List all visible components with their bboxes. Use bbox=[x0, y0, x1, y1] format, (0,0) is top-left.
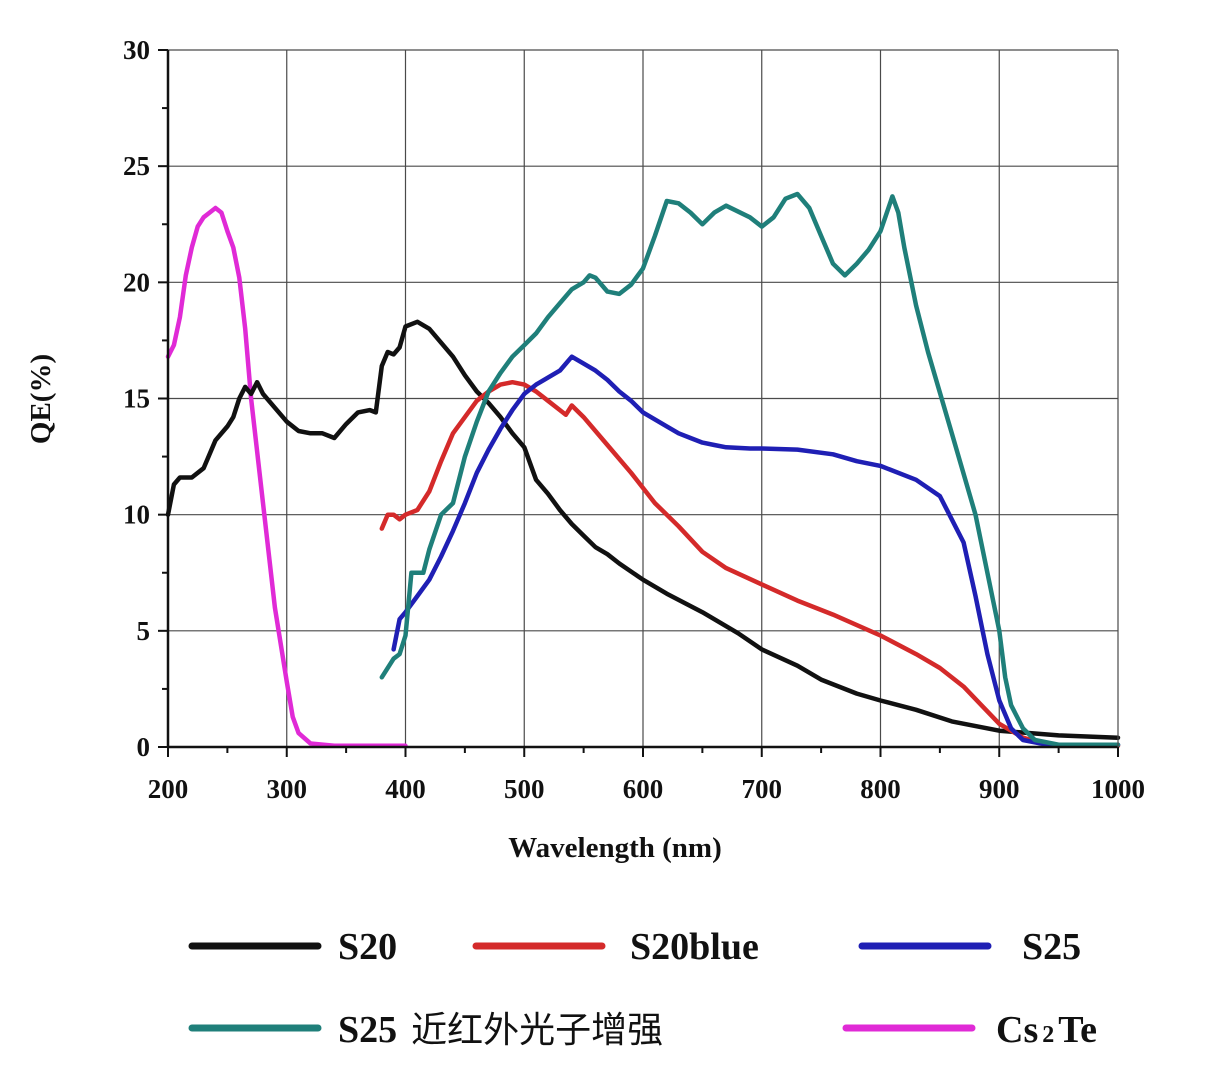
legend-label-s25-nir-main: S25 bbox=[338, 1009, 397, 1051]
x-tick-label: 800 bbox=[860, 774, 901, 804]
x-axis-title: Wavelength (nm) bbox=[508, 832, 721, 864]
y-tick-label: 5 bbox=[137, 616, 151, 646]
x-tick-label: 900 bbox=[979, 774, 1020, 804]
tick-labels: 200 300 400 500 600 700 800 900 1000 0 5 10 15 20 25 30 bbox=[123, 35, 1145, 804]
series-line-4 bbox=[165, 205, 408, 749]
legend-label-s20blue: S20blue bbox=[630, 926, 759, 968]
y-axis-title: QE(%) bbox=[25, 354, 57, 444]
legend-label-s25-nir-cn: 近红外光子增强 bbox=[411, 1010, 663, 1051]
series-line-3 bbox=[379, 191, 1121, 747]
y-tick-label: 15 bbox=[123, 384, 150, 414]
y-tick-label: 20 bbox=[123, 267, 150, 297]
series-line-1 bbox=[379, 379, 1121, 749]
series-line-0 bbox=[165, 319, 1121, 740]
legend: S20 S20blue S25 S25 近红外光子增强 Cs 2 Te bbox=[188, 926, 1097, 1051]
y-tick-label: 10 bbox=[123, 500, 150, 530]
x-tick-label: 1000 bbox=[1091, 774, 1145, 804]
y-tick-label: 30 bbox=[123, 35, 150, 65]
legend-item-cs2te: Cs 2 Te bbox=[842, 1009, 1097, 1051]
legend-item-s25-nir: S25 近红外光子增强 bbox=[188, 1009, 663, 1051]
x-tick-label: 200 bbox=[148, 774, 189, 804]
x-tick-label: 400 bbox=[385, 774, 426, 804]
legend-label-s25-nir: S25 近红外光子增强 bbox=[338, 1009, 663, 1051]
x-tick-label: 500 bbox=[504, 774, 545, 804]
legend-label-cs2te: Cs 2 Te bbox=[996, 1009, 1097, 1051]
legend-label-s20: S20 bbox=[338, 926, 397, 968]
legend-label-s25: S25 bbox=[1022, 926, 1081, 968]
x-tick-label: 600 bbox=[623, 774, 664, 804]
grid-lines bbox=[168, 49, 1118, 747]
series-line-2 bbox=[391, 354, 1121, 747]
legend-label-cs2te-b: Te bbox=[1058, 1009, 1097, 1051]
series-lines bbox=[165, 191, 1121, 749]
legend-item-s20blue: S20blue bbox=[472, 926, 759, 968]
legend-item-s20: S20 bbox=[188, 926, 397, 968]
legend-item-s25: S25 bbox=[858, 926, 1081, 968]
x-tick-label: 700 bbox=[742, 774, 783, 804]
legend-label-cs2te-sub: 2 bbox=[1042, 1022, 1054, 1048]
axes bbox=[158, 49, 1119, 757]
x-tick-label: 300 bbox=[267, 774, 308, 804]
y-tick-label: 25 bbox=[123, 151, 150, 181]
y-tick-label: 0 bbox=[137, 732, 151, 762]
legend-label-cs2te-a: Cs bbox=[996, 1009, 1038, 1051]
